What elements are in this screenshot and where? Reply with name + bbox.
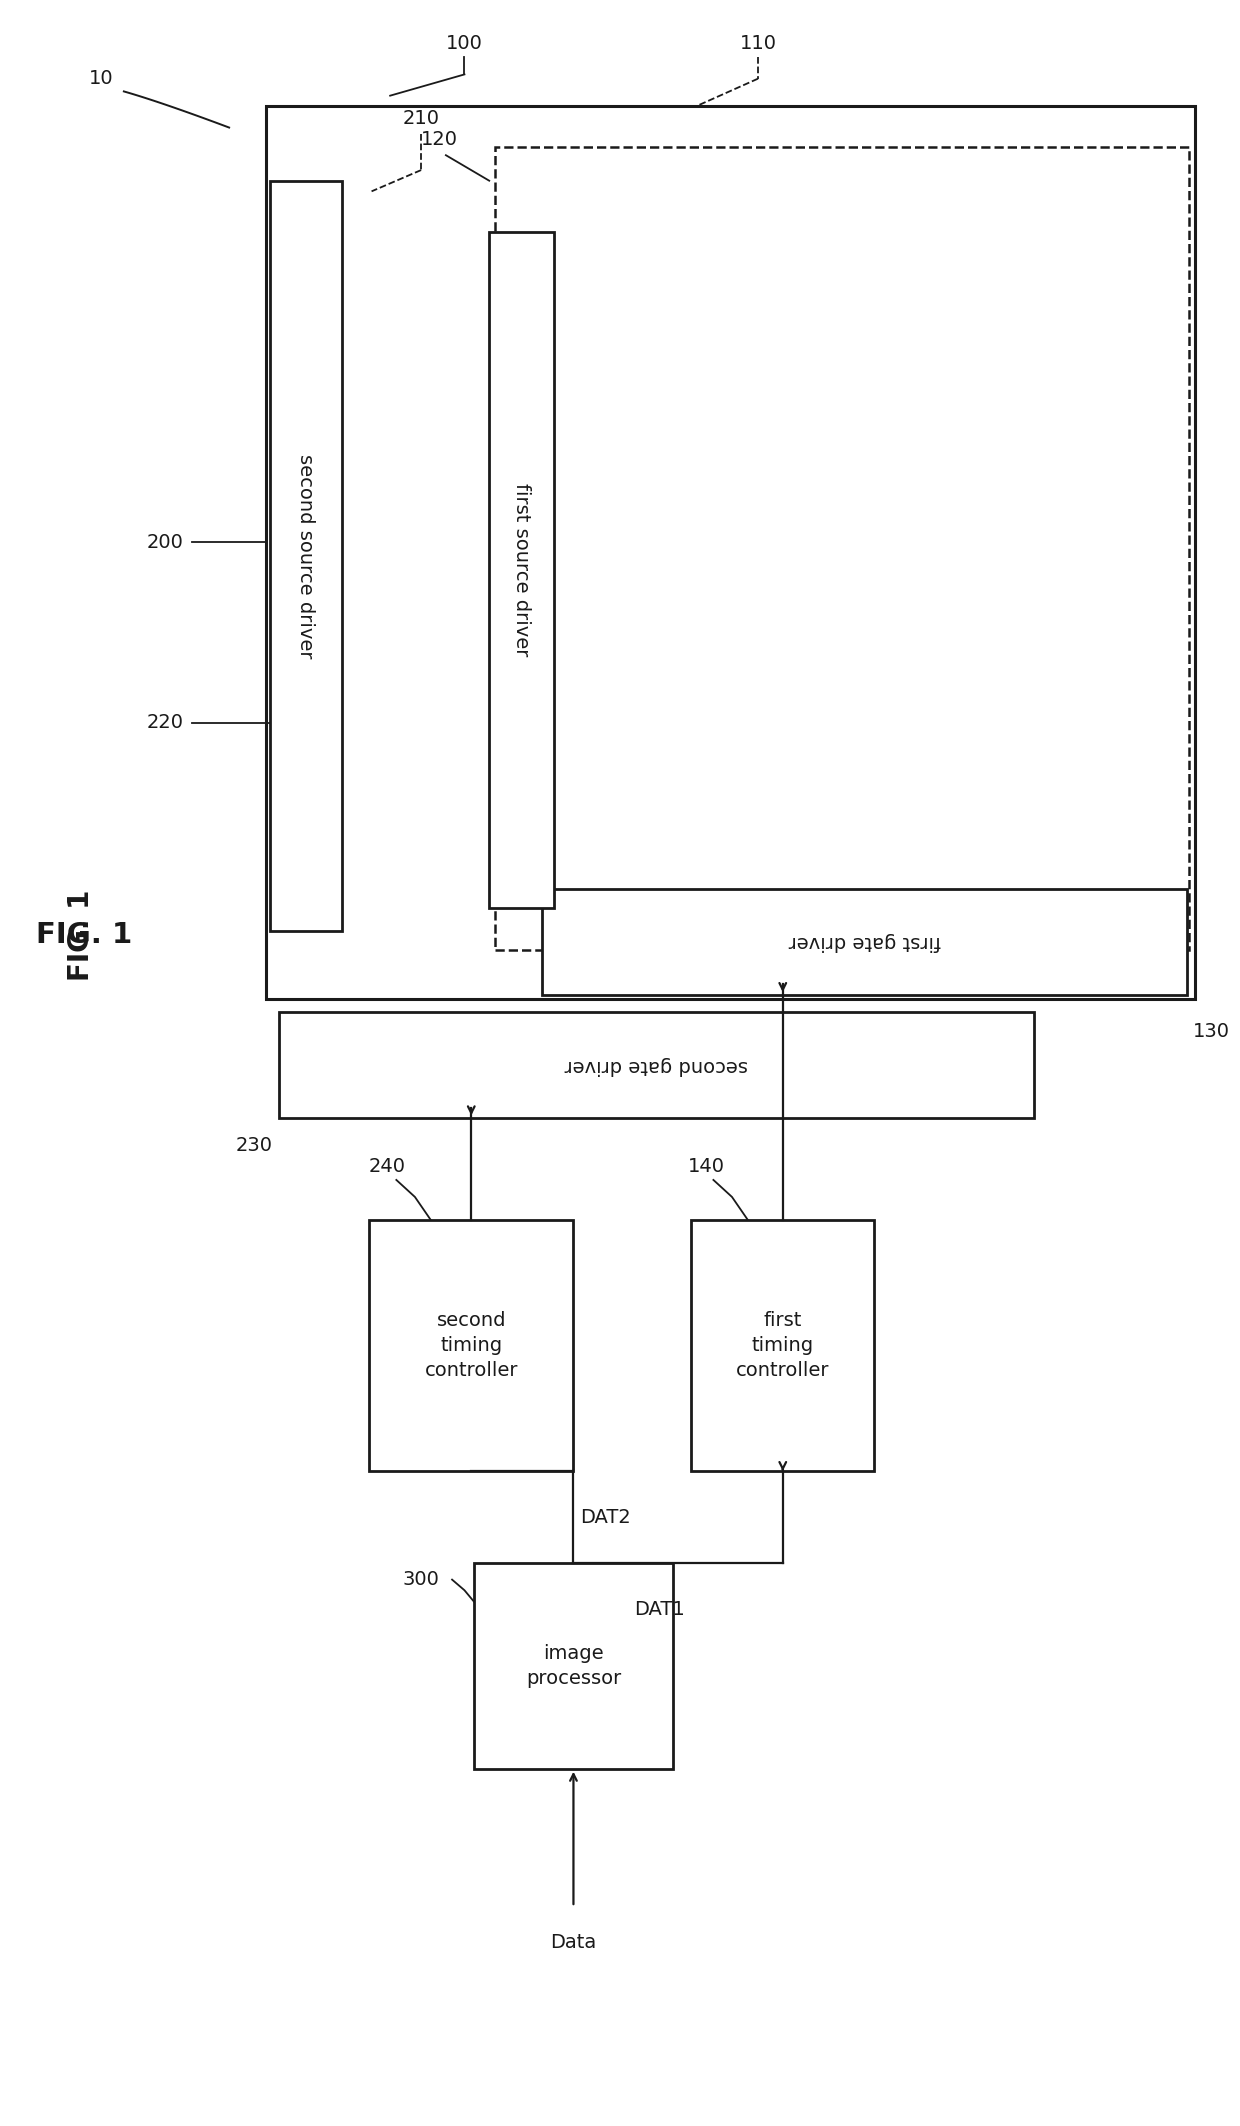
Text: first gate driver: first gate driver — [789, 933, 941, 950]
Bar — [496, 147, 1189, 950]
Bar — [542, 889, 1187, 995]
Text: 130: 130 — [1193, 1023, 1230, 1040]
Text: FIG. 1: FIG. 1 — [67, 891, 94, 980]
Text: 10: 10 — [89, 70, 114, 87]
Text: FIG. 1: FIG. 1 — [36, 921, 133, 950]
Text: 210: 210 — [403, 108, 440, 128]
Text: DAT1: DAT1 — [634, 1601, 684, 1618]
Text: 300: 300 — [403, 1571, 440, 1588]
Bar — [270, 181, 342, 931]
Text: 120: 120 — [422, 130, 459, 149]
Text: 200: 200 — [146, 534, 184, 551]
Text: 110: 110 — [739, 34, 776, 53]
Text: second
timing
controller: second timing controller — [424, 1312, 518, 1380]
Bar — [267, 106, 1195, 999]
Text: 220: 220 — [146, 714, 184, 731]
Text: 140: 140 — [687, 1157, 724, 1176]
Text: first
timing
controller: first timing controller — [737, 1312, 830, 1380]
Text: 230: 230 — [236, 1137, 273, 1154]
Text: first source driver: first source driver — [512, 483, 531, 657]
Text: image
processor: image processor — [526, 1643, 621, 1688]
Text: second gate driver: second gate driver — [564, 1057, 748, 1074]
Bar — [691, 1220, 874, 1471]
Bar — [490, 232, 553, 908]
Text: 100: 100 — [446, 34, 482, 53]
Bar — [370, 1220, 573, 1471]
Text: Data: Data — [551, 1933, 596, 1952]
Bar — [279, 1012, 1034, 1118]
Bar — [475, 1563, 672, 1769]
Text: second source driver: second source driver — [296, 453, 315, 659]
Text: 240: 240 — [370, 1157, 405, 1176]
Text: DAT2: DAT2 — [579, 1509, 630, 1526]
